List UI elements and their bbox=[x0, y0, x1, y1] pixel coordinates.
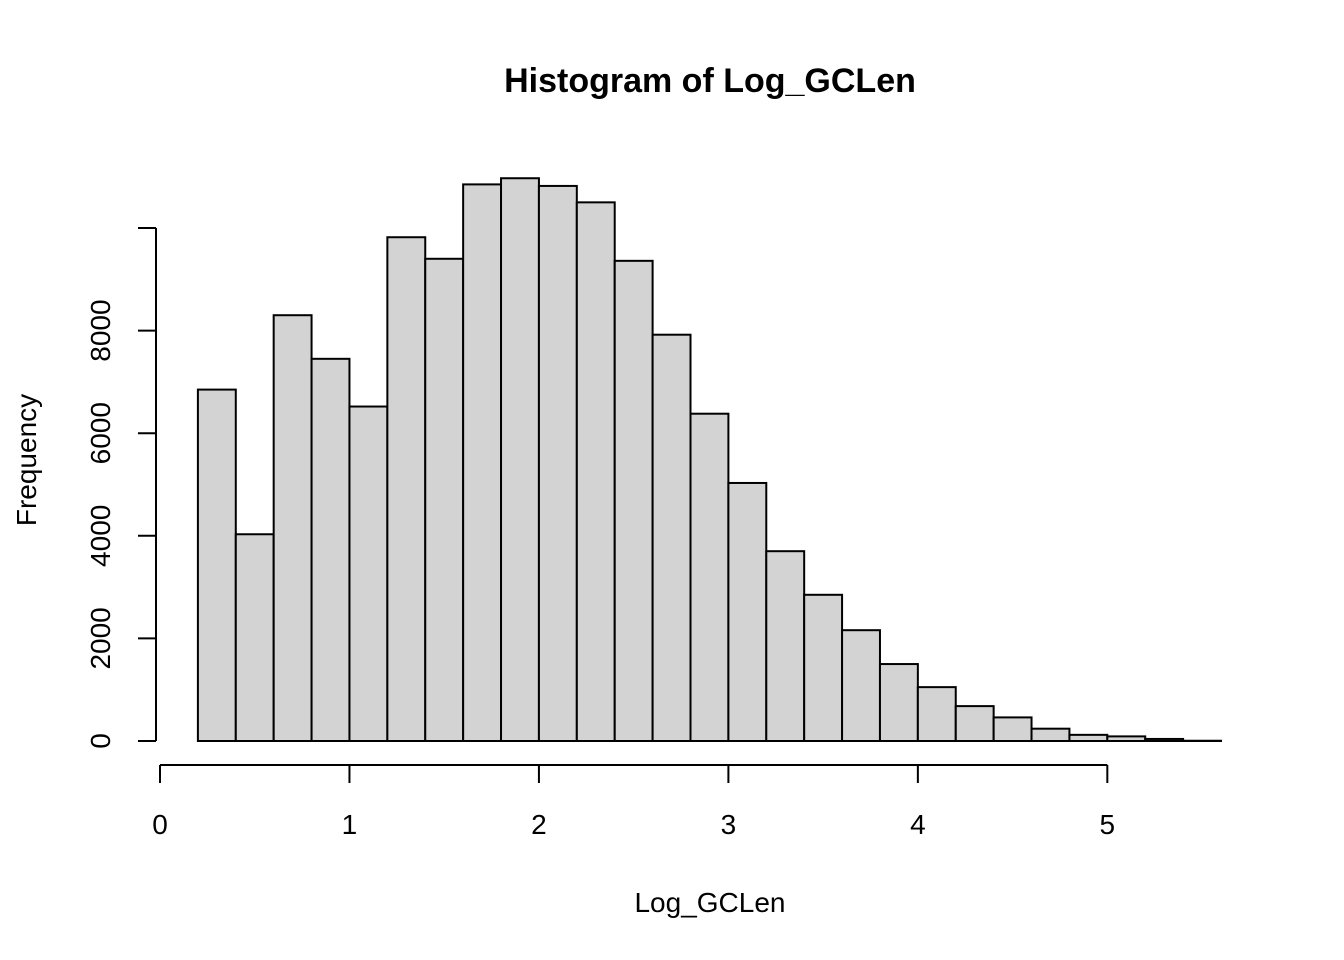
y-tick-label-4: 8000 bbox=[85, 299, 116, 361]
histogram-bar-16 bbox=[803, 593, 844, 742]
histogram-bar-14 bbox=[727, 481, 768, 742]
histogram-bar-22 bbox=[1030, 727, 1071, 742]
y-tick-label-3: 6000 bbox=[85, 402, 116, 464]
x-tick-label-0: 0 bbox=[152, 809, 168, 840]
x-tick-label-1: 1 bbox=[342, 809, 358, 840]
y-axis-label: Frequency bbox=[11, 394, 42, 526]
histogram-bar-9 bbox=[537, 184, 578, 742]
x-tick-label-2: 2 bbox=[531, 809, 547, 840]
histogram-bar-12 bbox=[651, 333, 692, 742]
x-tick-label-3: 3 bbox=[721, 809, 737, 840]
histogram-bar-6 bbox=[424, 257, 465, 742]
y-axis: 0 2000 4000 6000 8000 bbox=[85, 227, 157, 749]
histogram-bar-13 bbox=[689, 412, 730, 742]
y-tick-label-2: 4000 bbox=[85, 505, 116, 567]
x-tick-label-5: 5 bbox=[1100, 809, 1116, 840]
chart-title: Histogram of Log_GCLen bbox=[504, 62, 916, 100]
histogram-bar-3 bbox=[310, 357, 351, 742]
histogram-bar-17 bbox=[841, 629, 881, 743]
y-tick-label-0: 0 bbox=[85, 733, 116, 749]
x-tick-label-4: 4 bbox=[910, 809, 926, 840]
histogram-bar-1 bbox=[234, 533, 275, 742]
histogram-bar-19 bbox=[916, 686, 957, 743]
histogram-bar-10 bbox=[575, 201, 616, 743]
histogram-bar-7 bbox=[462, 183, 503, 742]
y-tick-label-1: 2000 bbox=[85, 607, 116, 669]
histogram-bar-2 bbox=[272, 314, 313, 742]
histogram-bar-20 bbox=[954, 705, 995, 743]
histogram-bar-21 bbox=[992, 716, 1033, 742]
histogram-bar-5 bbox=[386, 236, 427, 742]
histogram-bar-0 bbox=[196, 388, 237, 742]
x-axis-label: Log_GCLen bbox=[634, 887, 785, 918]
histogram-bar-11 bbox=[613, 259, 654, 742]
histogram-bar-18 bbox=[878, 663, 919, 742]
bars-group bbox=[196, 177, 1223, 743]
histogram-bar-8 bbox=[500, 177, 540, 742]
histogram-bar-15 bbox=[765, 550, 806, 742]
histogram-bar-4 bbox=[348, 405, 389, 742]
x-axis: 0 1 2 3 4 5 bbox=[152, 764, 1116, 840]
